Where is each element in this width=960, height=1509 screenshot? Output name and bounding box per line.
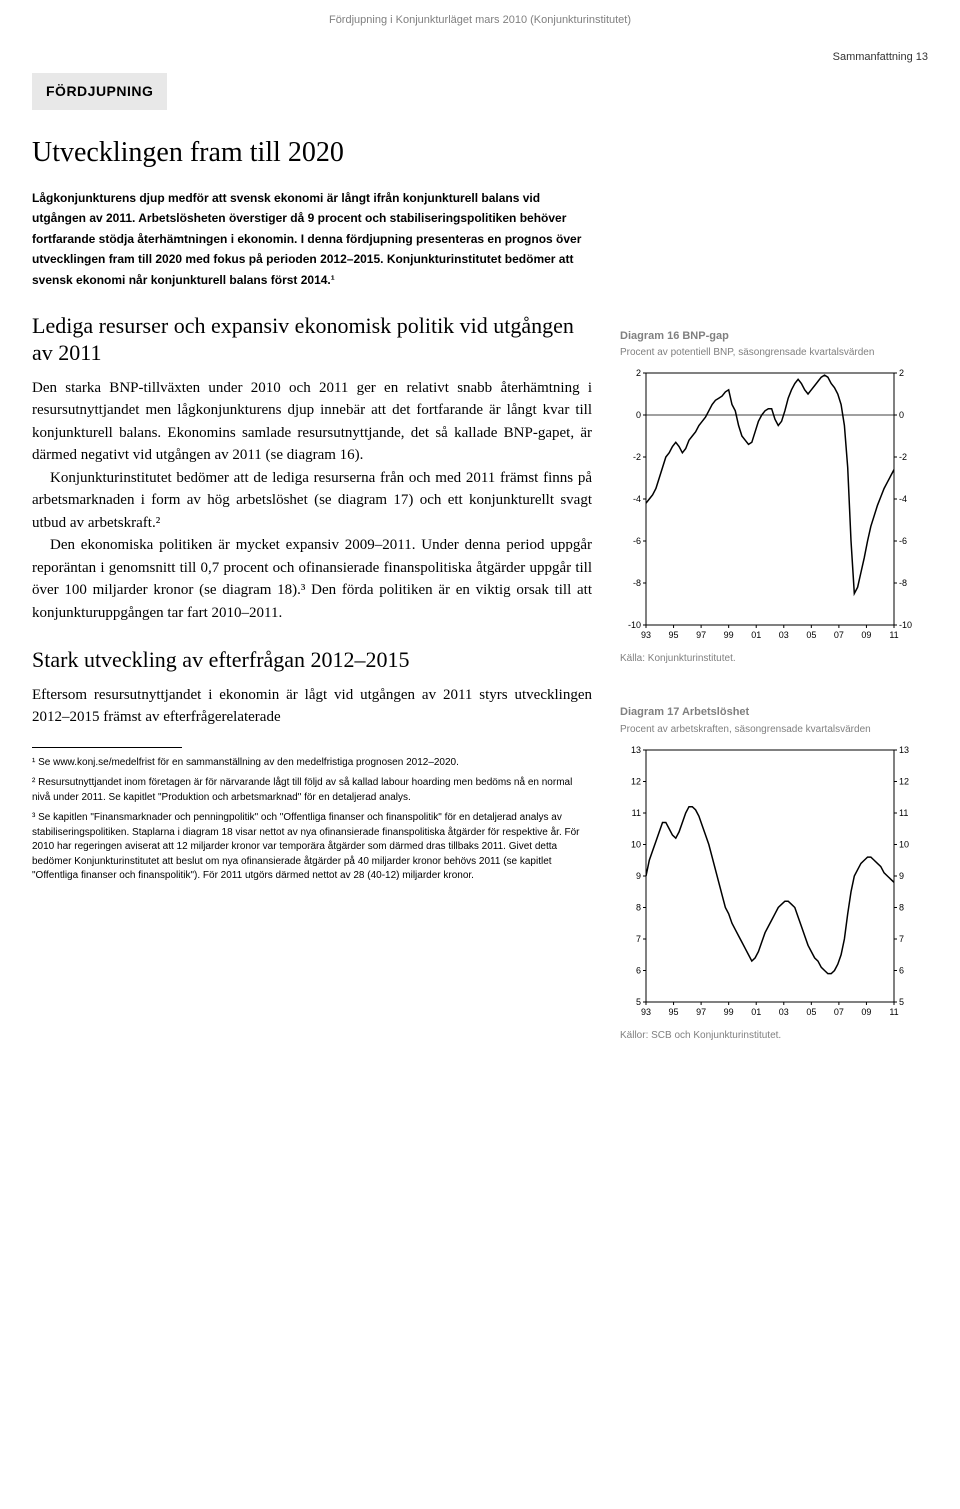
section-tab: FÖRDJUPNING xyxy=(32,73,167,110)
body-paragraph: Eftersom resursutnyttjandet i ekonomin ä… xyxy=(32,684,592,729)
svg-text:93: 93 xyxy=(641,1007,651,1017)
main-text-column: Lediga resurser och expansiv ekonomisk p… xyxy=(32,290,592,1043)
body-paragraph: Konjunkturinstitutet bedömer att de ledi… xyxy=(32,467,592,535)
svg-text:10: 10 xyxy=(631,839,641,849)
svg-text:-2: -2 xyxy=(899,452,907,462)
svg-text:97: 97 xyxy=(696,630,706,640)
svg-text:5: 5 xyxy=(899,997,904,1007)
svg-text:-10: -10 xyxy=(899,620,912,630)
svg-text:-6: -6 xyxy=(633,536,641,546)
svg-text:6: 6 xyxy=(636,965,641,975)
footnote-divider xyxy=(32,747,182,748)
svg-text:9: 9 xyxy=(636,871,641,881)
svg-text:01: 01 xyxy=(751,630,761,640)
svg-text:03: 03 xyxy=(779,1007,789,1017)
svg-text:2: 2 xyxy=(899,368,904,378)
chart-17-svg: 5566778899101011111212131393959799010305… xyxy=(620,742,920,1022)
svg-text:11: 11 xyxy=(899,808,908,818)
svg-text:0: 0 xyxy=(899,410,904,420)
svg-text:-4: -4 xyxy=(899,494,907,504)
intro-bold-paragraph: Lågkonjunkturens djup medför att svensk … xyxy=(32,188,592,290)
page-content: FÖRDJUPNING Utvecklingen fram till 2020 … xyxy=(0,73,960,1075)
page-corner-label: Sammanfattning 13 xyxy=(0,41,960,74)
svg-text:-8: -8 xyxy=(633,578,641,588)
svg-text:09: 09 xyxy=(861,630,871,640)
charts-side-column: Diagram 16 BNP-gap Procent av potentiell… xyxy=(620,290,928,1043)
svg-text:9: 9 xyxy=(899,871,904,881)
page-title: Utvecklingen fram till 2020 xyxy=(32,132,928,174)
svg-text:7: 7 xyxy=(636,934,641,944)
svg-text:05: 05 xyxy=(806,630,816,640)
svg-text:11: 11 xyxy=(632,808,641,818)
chart-17-subtitle: Procent av arbetskraften, säsongrensade … xyxy=(620,723,928,736)
chart-16-title: Diagram 16 BNP-gap xyxy=(620,328,928,345)
chart-17-block: Diagram 17 Arbetslöshet Procent av arbet… xyxy=(620,704,928,1043)
svg-text:-10: -10 xyxy=(628,620,641,630)
footnotes-block: ¹ Se www.konj.se/medelfrist för en samma… xyxy=(32,756,592,884)
chart-16-svg: -10 -10 -8 -8 -6 -6 -4 -4 -2 -2 0 0 2 2 93 95 97 99 01 03 05… xyxy=(620,365,920,645)
svg-text:99: 99 xyxy=(724,1007,734,1017)
svg-text:8: 8 xyxy=(899,902,904,912)
svg-text:5: 5 xyxy=(636,997,641,1007)
section-heading-2: Stark utveckling av efterfrågan 2012–201… xyxy=(32,646,592,674)
chart-16-subtitle: Procent av potentiell BNP, säsongrensade… xyxy=(620,346,928,359)
svg-text:95: 95 xyxy=(669,630,679,640)
svg-text:8: 8 xyxy=(636,902,641,912)
body-paragraph: Den starka BNP-tillväxten under 2010 och… xyxy=(32,377,592,467)
section-heading-1: Lediga resurser och expansiv ekonomisk p… xyxy=(32,312,592,367)
svg-text:95: 95 xyxy=(669,1007,679,1017)
svg-text:07: 07 xyxy=(834,630,844,640)
svg-text:-2: -2 xyxy=(633,452,641,462)
chart-16-source: Källa: Konjunkturinstitutet. xyxy=(620,651,928,666)
svg-text:07: 07 xyxy=(834,1007,844,1017)
chart-16-block: Diagram 16 BNP-gap Procent av potentiell… xyxy=(620,328,928,667)
footnote-1: ¹ Se www.konj.se/medelfrist för en samma… xyxy=(32,756,592,771)
svg-text:-8: -8 xyxy=(899,578,907,588)
svg-text:09: 09 xyxy=(861,1007,871,1017)
svg-text:11: 11 xyxy=(889,1007,898,1017)
body-block-1: Den starka BNP-tillväxten under 2010 och… xyxy=(32,377,592,625)
svg-text:10: 10 xyxy=(899,839,909,849)
footnote-2: ² Resursutnyttjandet inom företagen är f… xyxy=(32,776,592,805)
svg-text:12: 12 xyxy=(899,776,909,786)
svg-text:-4: -4 xyxy=(633,494,641,504)
svg-text:99: 99 xyxy=(724,630,734,640)
svg-text:0: 0 xyxy=(636,410,641,420)
svg-text:05: 05 xyxy=(806,1007,816,1017)
svg-text:13: 13 xyxy=(899,745,909,755)
body-block-2: Eftersom resursutnyttjandet i ekonomin ä… xyxy=(32,684,592,729)
svg-text:93: 93 xyxy=(641,630,651,640)
chart-17-source: Källor: SCB och Konjunkturinstitutet. xyxy=(620,1028,928,1043)
svg-text:7: 7 xyxy=(899,934,904,944)
svg-text:03: 03 xyxy=(779,630,789,640)
document-context-header: Fördjupning i Konjunkturläget mars 2010 … xyxy=(0,0,960,41)
body-paragraph: Den ekonomiska politiken är mycket expan… xyxy=(32,534,592,624)
svg-text:2: 2 xyxy=(636,368,641,378)
svg-text:13: 13 xyxy=(631,745,641,755)
svg-text:-6: -6 xyxy=(899,536,907,546)
svg-text:12: 12 xyxy=(631,776,641,786)
svg-text:6: 6 xyxy=(899,965,904,975)
footnote-3: ³ Se kapitlen "Finansmarknader och penni… xyxy=(32,811,592,884)
chart-17-title: Diagram 17 Arbetslöshet xyxy=(620,704,928,721)
svg-text:97: 97 xyxy=(696,1007,706,1017)
svg-text:11: 11 xyxy=(889,630,898,640)
svg-text:01: 01 xyxy=(751,1007,761,1017)
